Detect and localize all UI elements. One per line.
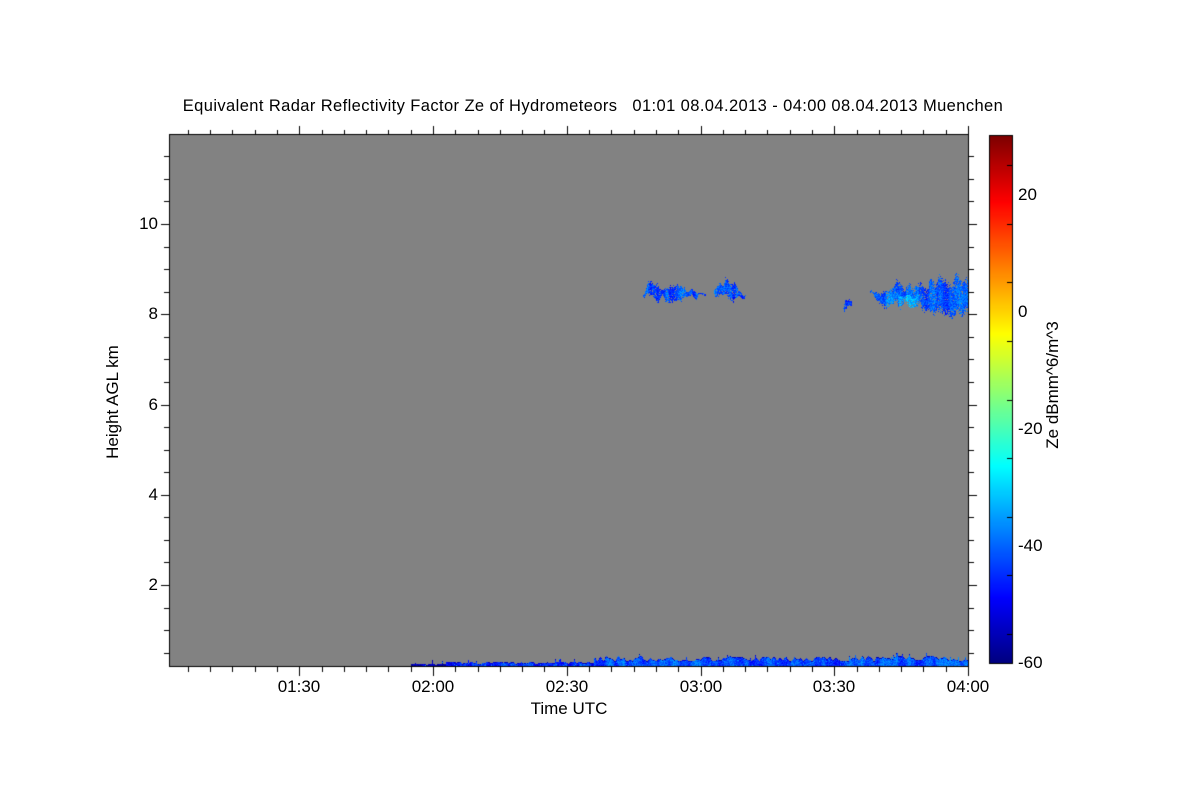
colorbar-unit-label: Ze dBmm^6/m^3 bbox=[1043, 321, 1062, 449]
x-tick-label: 03:30 bbox=[812, 677, 856, 696]
x-tick-label: 02:30 bbox=[545, 677, 589, 696]
x-tick-label: 04:00 bbox=[946, 677, 990, 696]
colorbar-tick-label: 0 bbox=[1018, 302, 1028, 321]
chart-title: Equivalent Radar Reflectivity Factor Ze … bbox=[182, 97, 1004, 115]
y-tick-label: 8 bbox=[148, 304, 158, 323]
x-tick-label: 03:00 bbox=[679, 677, 723, 696]
y-tick-label: 2 bbox=[148, 575, 158, 594]
y-tick-label: 6 bbox=[148, 395, 158, 414]
colorbar-tick-label: -60 bbox=[1018, 653, 1043, 672]
colorbar-tick-label: 20 bbox=[1018, 185, 1037, 204]
x-tick-label: 01:30 bbox=[277, 677, 321, 696]
y-tick-label: 4 bbox=[148, 485, 158, 504]
colorbar-tick-label: -20 bbox=[1018, 419, 1043, 438]
x-axis-label: Time UTC bbox=[530, 699, 608, 718]
x-tick-label: 02:00 bbox=[411, 677, 455, 696]
colorbar-tick-label: -40 bbox=[1018, 536, 1043, 555]
y-tick-label: 10 bbox=[139, 214, 158, 233]
